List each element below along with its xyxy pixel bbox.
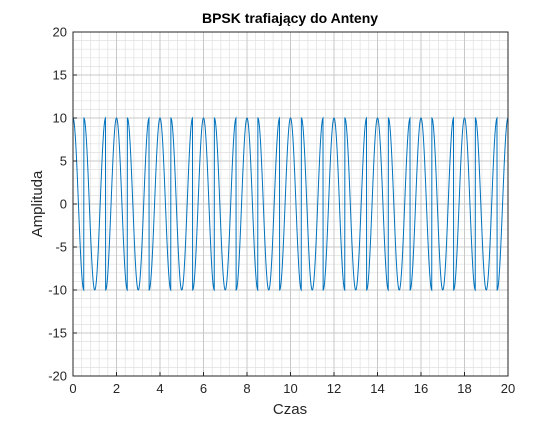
y-tick-label: 10 xyxy=(53,111,67,126)
y-tick-label: -20 xyxy=(48,369,67,384)
x-tick-label: 6 xyxy=(200,381,207,396)
y-axis-label: Amplituda xyxy=(29,170,46,237)
chart-title: BPSK trafiający do Anteny xyxy=(202,10,378,26)
x-tick-label: 20 xyxy=(501,381,515,396)
x-tick-label: 8 xyxy=(243,381,250,396)
x-tick-label: 16 xyxy=(414,381,428,396)
y-tick-label: -5 xyxy=(55,240,67,255)
y-tick-label: 5 xyxy=(60,154,67,169)
y-tick-label: 15 xyxy=(53,68,67,83)
x-tick-label: 12 xyxy=(327,381,341,396)
series-layer xyxy=(72,116,509,292)
x-axis-label: Czas xyxy=(273,401,307,418)
y-tick-label: 20 xyxy=(53,25,67,40)
x-tick-label: 4 xyxy=(156,381,163,396)
x-ticks: 0 2 4 6 8 10 12 14 16 18 20 xyxy=(69,372,515,396)
y-tick-label: -10 xyxy=(48,283,67,298)
x-tick-label: 18 xyxy=(457,381,471,396)
x-tick-label: 0 xyxy=(69,381,76,396)
y-tick-label: -15 xyxy=(48,326,67,341)
x-tick-label: 10 xyxy=(283,381,297,396)
x-tick-label: 14 xyxy=(370,381,384,396)
y-tick-label: 0 xyxy=(60,197,67,212)
y-ticks: 20 15 10 5 0 -5 -10 -15 -20 xyxy=(48,25,77,384)
signal-line xyxy=(72,116,509,292)
x-tick-label: 2 xyxy=(113,381,120,396)
